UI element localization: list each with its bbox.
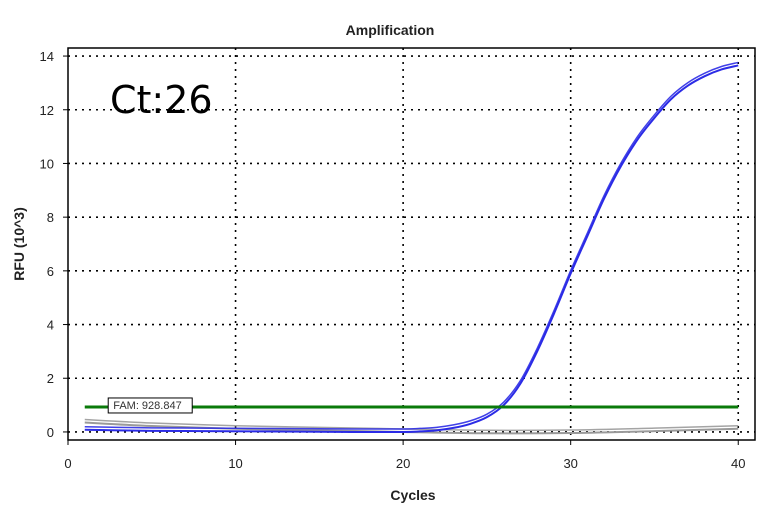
ct-annotation: Ct:26 bbox=[110, 78, 213, 122]
x-axis-ticks: 0 10 20 30 40 bbox=[64, 440, 745, 471]
y-tick-label: 14 bbox=[40, 49, 54, 64]
y-tick-label: 0 bbox=[47, 425, 54, 440]
y-tick-label: 10 bbox=[40, 156, 54, 171]
chart-title: Amplification bbox=[346, 22, 435, 38]
x-tick-label: 30 bbox=[563, 456, 577, 471]
y-axis-label: RFU (10^3) bbox=[11, 207, 27, 281]
threshold-label: FAM: 928.847 bbox=[113, 400, 181, 412]
y-tick-label: 6 bbox=[47, 264, 54, 279]
grid bbox=[68, 48, 755, 440]
y-tick-label: 4 bbox=[47, 318, 54, 333]
series-line-replicate-0 bbox=[84, 61, 739, 430]
y-tick-label: 12 bbox=[40, 103, 54, 118]
y-tick-label: 2 bbox=[47, 371, 54, 386]
threshold-label-box bbox=[107, 397, 193, 414]
plot-frame bbox=[67, 47, 756, 441]
threshold-layer: FAM: 928.847 bbox=[84, 397, 739, 414]
y-axis-ticks: 0 2 4 6 8 10 12 14 bbox=[40, 49, 68, 440]
x-tick-label: 0 bbox=[64, 456, 71, 471]
series-line-0 bbox=[84, 64, 739, 433]
x-tick-label: 40 bbox=[731, 456, 745, 471]
x-tick-label: 10 bbox=[228, 456, 242, 471]
series-layer bbox=[84, 61, 739, 435]
x-axis-label: Cycles bbox=[390, 487, 435, 503]
x-tick-label: 20 bbox=[396, 456, 410, 471]
y-tick-label: 8 bbox=[47, 210, 54, 225]
